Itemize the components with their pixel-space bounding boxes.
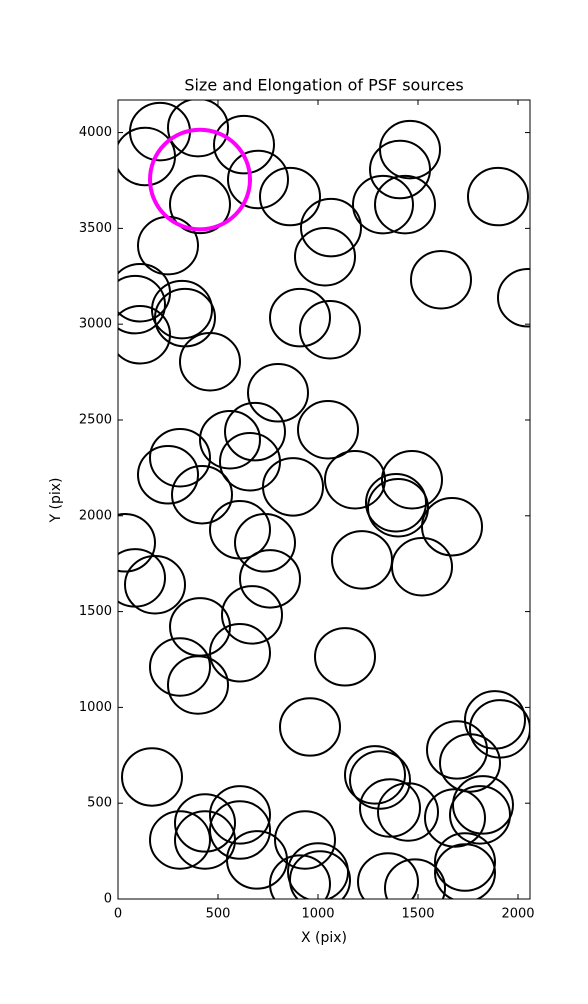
source-ellipse [379,119,441,180]
y-tick-label: 1500 [79,604,112,619]
source-ellipse [497,268,530,328]
source-ellipse [269,854,331,899]
y-tick-label: 0 [104,892,112,907]
source-ellipse [367,477,429,538]
y-tick-label: 1000 [79,700,112,715]
source-ellipse [137,445,199,505]
source-ellipse [410,249,472,310]
x-tick-label: 2000 [501,907,534,922]
source-ellipse [209,623,271,683]
source-ellipse [259,166,321,227]
source-ellipse [324,450,386,510]
source-ellipse [179,331,241,392]
source-ellipse [377,782,439,842]
source-ellipse [384,858,446,899]
source-ellipse [174,793,236,853]
source-ellipse [381,450,443,510]
source-ellipse [227,149,289,210]
source-ellipse [299,299,361,360]
source-ellipse [221,585,283,645]
x-tick-label: 0 [114,907,122,922]
source-ellipse [169,174,231,235]
x-axis-label: X (pix) [301,930,347,946]
source-ellipse [118,304,171,365]
y-tick-label: 3000 [79,317,112,332]
source-ellipse [213,114,275,175]
source-ellipse [344,745,406,805]
source-ellipse [434,843,496,899]
source-ellipse [239,549,301,609]
source-ellipse [226,830,288,890]
source-ellipse [439,733,501,793]
axes-frame [117,99,531,900]
source-ellipse [224,401,286,462]
source-ellipse [209,800,271,860]
source-ellipse [452,775,514,835]
source-ellipse [124,555,186,615]
source-ellipse [274,810,336,870]
source-ellipse [369,139,431,200]
y-tick-label: 3500 [79,221,112,236]
source-ellipse [148,127,252,232]
source-ellipse [149,637,211,697]
source-ellipse [294,226,356,287]
source-ellipse [262,457,324,517]
source-ellipse [349,750,411,810]
source-ellipse [449,785,511,845]
y-axis-label: Y (pix) [48,478,64,524]
source-ellipse [300,197,362,258]
source-ellipse [297,400,359,460]
source-ellipse [247,363,309,423]
source-ellipse [421,496,483,557]
source-ellipse [374,174,436,235]
x-tick-label: 1500 [401,907,434,922]
y-tick-label: 4000 [79,125,112,140]
source-ellipse [149,427,211,488]
source-ellipse [357,852,419,899]
source-ellipse [279,697,341,757]
source-ellipse [391,537,453,597]
source-ellipse [167,655,229,715]
source-ellipse [365,473,427,533]
source-ellipse [352,174,414,235]
source-ellipse [118,126,176,187]
source-ellipse [209,785,271,845]
source-ellipse [199,409,261,470]
source-ellipse [269,287,331,348]
source-ellipse [121,747,183,807]
source-ellipse [467,166,529,227]
y-tick-label: 500 [87,796,112,811]
source-ellipse [167,100,229,158]
x-tick-label: 500 [206,907,231,922]
source-ellipse [289,850,351,899]
plot-area [118,100,530,899]
source-ellipse [359,778,421,838]
source-ellipse [434,832,496,892]
source-ellipse [426,720,488,780]
source-ellipse [171,464,233,525]
source-ellipse [314,627,376,687]
chart-title: Size and Elongation of PSF sources [184,76,463,95]
source-ellipse [151,279,213,340]
source-ellipse [118,513,156,573]
source-ellipse [118,274,166,335]
source-ellipse [149,810,211,870]
y-tick-label: 2000 [79,508,112,523]
y-tick-label: 2500 [79,412,112,427]
source-ellipse [234,513,296,573]
x-tick-label: 1000 [301,907,334,922]
